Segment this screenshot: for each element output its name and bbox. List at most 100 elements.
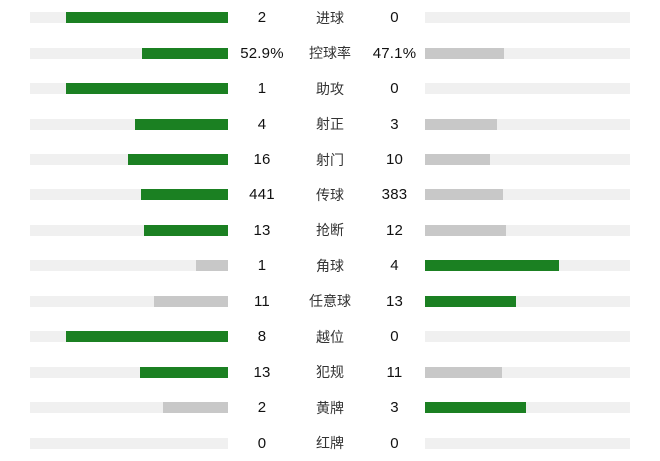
away-bar-fill (425, 47, 505, 59)
away-bar-fill (425, 224, 506, 236)
stat-row: 52.9% 控球率 47.1% (30, 35, 630, 70)
home-bar-track (30, 260, 228, 272)
away-bar-track (425, 331, 630, 343)
home-bar-track (30, 189, 228, 201)
away-bar-fill (425, 118, 498, 130)
home-bar-fill (163, 402, 228, 414)
home-bar-fill (142, 47, 228, 59)
away-bar-fill (425, 260, 560, 272)
away-bar-track (425, 83, 630, 95)
away-value: 11 (386, 363, 403, 381)
stat-label: 控球率 (309, 45, 351, 62)
away-value: 3 (390, 399, 399, 417)
away-value: 12 (385, 221, 404, 239)
stat-row: 11 任意球 13 (30, 284, 630, 319)
away-value: 10 (385, 151, 404, 169)
home-bar-fill (65, 331, 228, 343)
home-value: 1 (257, 80, 267, 98)
away-bar-track (425, 224, 630, 236)
home-value: 16 (253, 151, 271, 169)
away-value: 47.1% (372, 44, 417, 62)
away-bar-fill (425, 295, 517, 307)
stat-row: 1 助攻 0 (30, 71, 630, 106)
away-value: 13 (385, 292, 404, 310)
home-bar-fill (65, 12, 228, 24)
home-bar-track (30, 83, 228, 95)
home-value: 4 (257, 115, 267, 133)
home-value: 11 (254, 292, 270, 310)
stat-label: 黄牌 (316, 399, 344, 416)
stat-row: 2 黄牌 3 (30, 390, 630, 425)
away-value: 3 (390, 115, 399, 133)
stat-row: 8 越位 0 (30, 319, 630, 354)
home-value: 8 (257, 328, 267, 346)
stat-row: 4 射正 3 (30, 106, 630, 141)
away-value: 0 (390, 328, 399, 346)
away-bar-track (425, 295, 630, 307)
stat-row: 0 红牌 0 (30, 425, 630, 460)
home-bar-track (30, 402, 228, 414)
home-bar-track (30, 366, 228, 378)
stat-row: 1 角球 4 (30, 248, 630, 283)
home-bar-fill (140, 366, 228, 378)
home-bar-track (30, 437, 228, 449)
away-bar-fill (425, 366, 503, 378)
home-value: 13 (253, 363, 271, 381)
stat-row: 16 射门 10 (30, 142, 630, 177)
stat-label: 进球 (316, 9, 344, 26)
away-value: 0 (390, 80, 399, 98)
away-bar-track (425, 437, 630, 449)
home-bar-track (30, 295, 228, 307)
home-bar-fill (128, 154, 228, 166)
home-bar-track (30, 331, 228, 343)
away-bar-fill (425, 402, 526, 414)
away-bar-track (425, 189, 630, 201)
stat-row: 2 进球 0 (30, 0, 630, 35)
away-bar-track (425, 47, 630, 59)
stat-label: 任意球 (309, 293, 351, 310)
home-bar-track (30, 47, 228, 59)
home-bar-fill (65, 83, 228, 95)
stat-row: 441 传球 383 (30, 177, 630, 212)
home-value: 0 (257, 434, 267, 452)
stats-rows: 2 进球 0 52.9% 控球率 47.1% 1 助攻 0 4 射正 (30, 0, 630, 461)
home-bar-fill (143, 224, 228, 236)
stat-label: 射正 (316, 116, 344, 133)
home-bar-fill (153, 295, 228, 307)
stat-label: 射门 (316, 151, 344, 168)
away-value: 4 (390, 257, 399, 275)
stat-label: 角球 (316, 257, 344, 274)
away-value: 0 (390, 434, 399, 452)
home-bar-fill (195, 260, 228, 272)
stat-label: 传球 (316, 186, 344, 203)
stat-label: 越位 (316, 328, 344, 345)
stat-label: 助攻 (316, 80, 344, 97)
away-value: 383 (381, 186, 408, 204)
home-bar-track (30, 12, 228, 24)
stat-label: 犯规 (316, 364, 344, 381)
away-bar-fill (425, 154, 490, 166)
away-bar-track (425, 154, 630, 166)
home-bar-fill (135, 118, 228, 130)
home-value: 2 (257, 399, 267, 417)
home-value: 1 (257, 257, 267, 275)
home-value: 441 (249, 186, 275, 204)
home-value: 52.9% (240, 44, 284, 62)
away-value: 0 (390, 9, 399, 27)
away-bar-fill (425, 189, 504, 201)
home-bar-track (30, 118, 228, 130)
stat-label: 抢断 (316, 222, 344, 239)
stat-row: 13 犯规 11 (30, 355, 630, 390)
away-bar-track (425, 260, 630, 272)
away-bar-track (425, 118, 630, 130)
home-value: 2 (257, 9, 267, 27)
home-bar-track (30, 154, 228, 166)
stat-row: 13 抢断 12 (30, 213, 630, 248)
home-value: 13 (253, 221, 271, 239)
stat-label: 红牌 (316, 435, 344, 452)
away-bar-track (425, 402, 630, 414)
away-bar-track (425, 12, 630, 24)
home-bar-fill (141, 189, 228, 201)
away-bar-track (425, 366, 630, 378)
